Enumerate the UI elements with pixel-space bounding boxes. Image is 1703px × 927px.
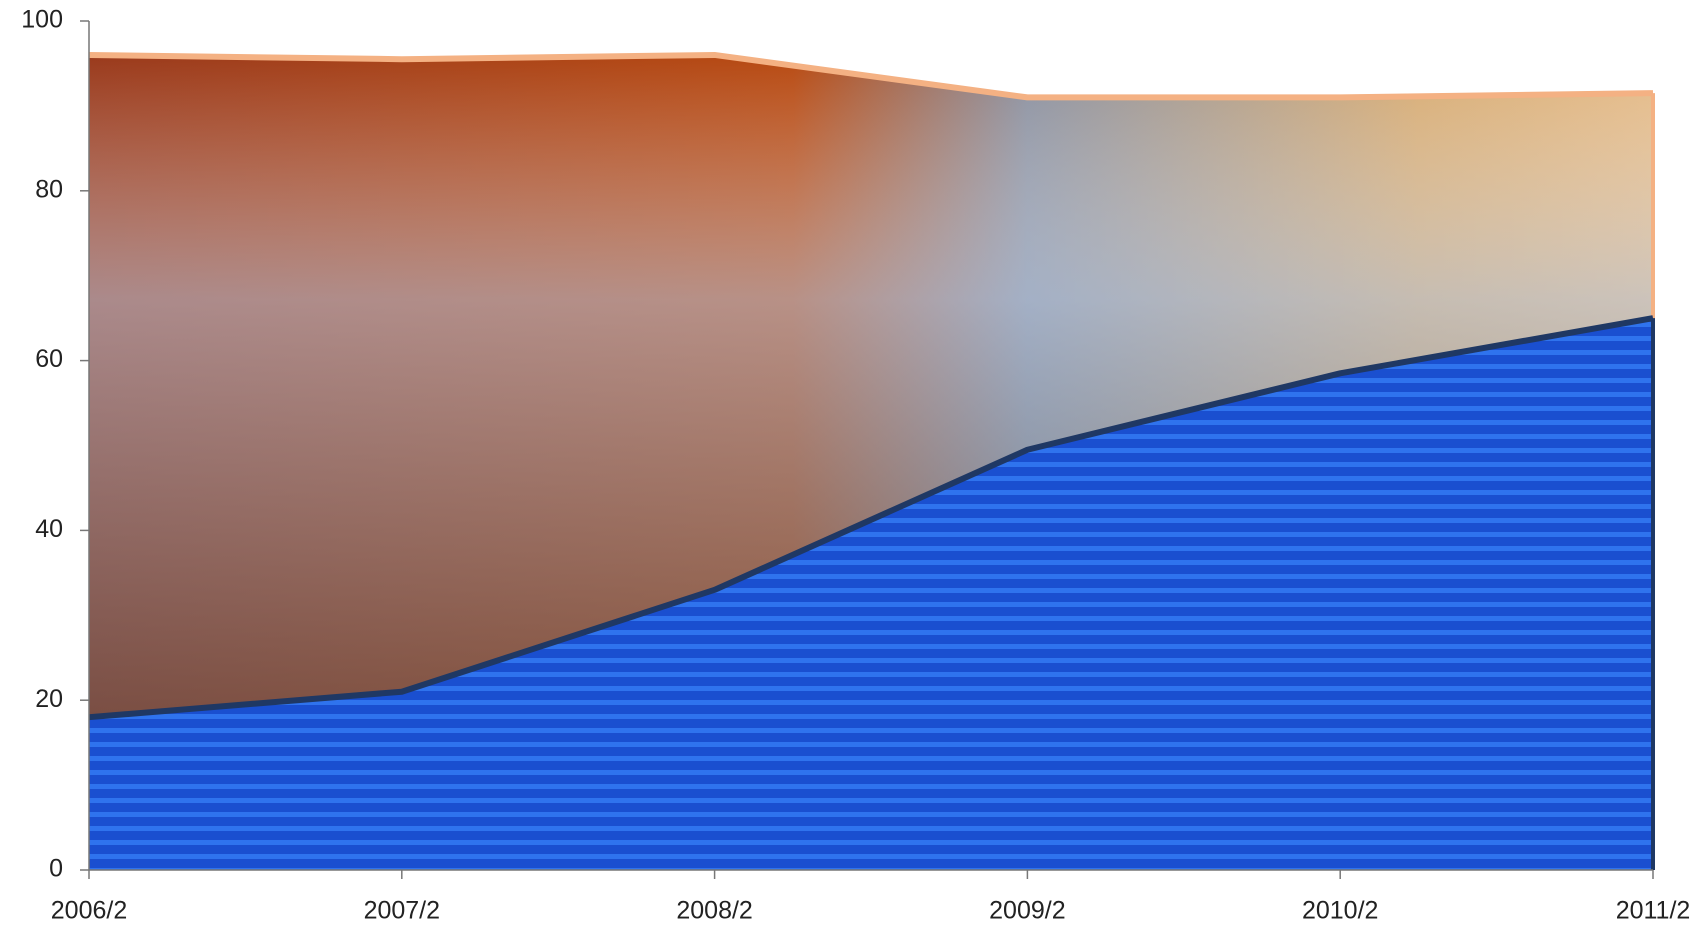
x-tick-label: 2007/2: [364, 897, 440, 925]
area-outline: [88, 51, 1654, 101]
x-tick-label: 2009/2: [989, 897, 1065, 925]
x-tick-label: 2006/2: [51, 897, 127, 925]
area-outline: [88, 315, 1654, 721]
y-tick-label: 0: [49, 855, 63, 883]
y-tick-label: 40: [35, 515, 63, 543]
area: [89, 318, 1653, 870]
y-tick-label: 60: [35, 345, 63, 373]
y-tick-label: 100: [21, 6, 63, 34]
x-tick-label: 2011/2: [1616, 897, 1691, 925]
x-tick-label: 2008/2: [676, 897, 752, 925]
y-tick-label: 80: [35, 175, 63, 203]
x-tick-label: 2010/2: [1302, 897, 1378, 925]
y-tick-label: 20: [35, 685, 63, 713]
